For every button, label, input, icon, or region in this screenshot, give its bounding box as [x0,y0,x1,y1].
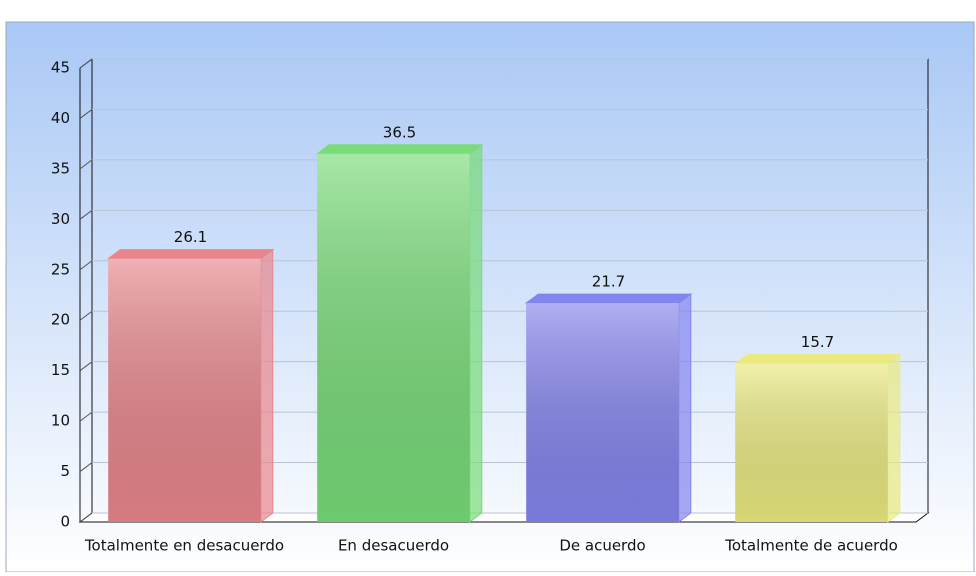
bar-side [469,143,483,523]
grid-line-side [79,159,93,170]
y-tick-label: 30 [51,210,70,228]
grid-line-side [79,58,93,69]
y-tick-label: 5 [60,462,70,480]
bar-top [315,144,484,155]
y-tick-label: 20 [51,311,70,329]
y-tick-label: 25 [51,260,70,278]
bar-side [887,353,901,523]
value-label: 26.1 [174,228,207,246]
y-tick-label: 40 [51,109,70,127]
y-tick-label: 35 [51,159,70,177]
bar [524,293,693,523]
value-label: 36.5 [383,123,416,141]
x-tick-label: Totalmente en desacuerdo [84,537,284,555]
x-tick-label: De acuerdo [559,537,645,555]
y-tick-label: 0 [60,513,70,531]
grid-line-side [79,361,93,372]
x-tick-label: En desacuerdo [338,537,449,555]
bar-shade [526,303,679,522]
y-tick-label: 15 [51,361,70,379]
bar-top [733,354,902,365]
grid-line-side [79,512,93,523]
value-label: 21.7 [592,273,625,291]
bar-side [678,293,692,523]
grid-line-side [79,411,93,422]
grid-line-side [79,462,93,472]
bar-side [260,248,274,523]
bar [733,353,902,523]
grid-line-side [79,109,93,119]
bar-shade [735,363,888,522]
bar [106,248,275,523]
bar-shade [108,258,261,522]
grid-line-side [79,260,93,271]
x-tick-label: Totalmente de acuerdo [724,537,898,555]
bar [315,143,484,523]
value-label: 15.7 [801,333,834,351]
grid-line-side [79,209,93,220]
bar-shade [317,153,470,522]
y-tick-label: 45 [51,59,70,77]
y-tick-label: 10 [51,412,70,430]
bar-top [524,293,693,304]
bar-top [106,249,275,260]
grid-line-side [79,310,93,321]
